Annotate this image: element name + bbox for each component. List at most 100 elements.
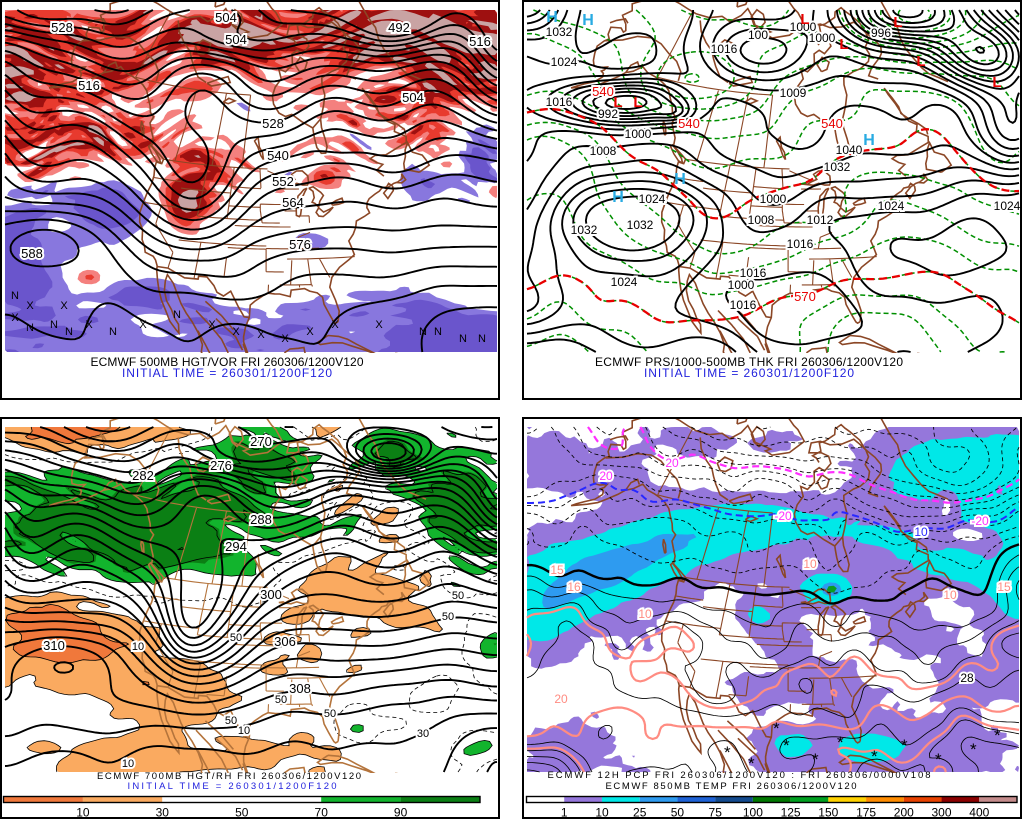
svg-text:X: X xyxy=(375,319,383,331)
svg-text:-20: -20 xyxy=(774,509,792,523)
svg-text:15: 15 xyxy=(997,580,1011,594)
svg-text:200: 200 xyxy=(894,806,914,819)
svg-text:492: 492 xyxy=(388,20,410,35)
svg-text:1: 1 xyxy=(561,806,568,819)
svg-text:ECMWF PRS/1000-500MB THK FRI 2: ECMWF PRS/1000-500MB THK FRI 260306/1200… xyxy=(595,355,903,369)
svg-text:564: 564 xyxy=(282,195,304,210)
svg-text:*: * xyxy=(901,736,908,755)
svg-text:10: 10 xyxy=(595,806,609,819)
svg-text:20: 20 xyxy=(665,456,679,470)
svg-text:1024: 1024 xyxy=(611,275,638,289)
svg-text:1000: 1000 xyxy=(760,192,787,206)
svg-text:992: 992 xyxy=(598,107,618,121)
svg-text:100: 100 xyxy=(743,806,763,819)
svg-text:15: 15 xyxy=(550,563,564,577)
svg-text:150: 150 xyxy=(818,806,838,819)
svg-text:N: N xyxy=(478,333,486,345)
svg-text:70: 70 xyxy=(315,806,329,819)
svg-text:N: N xyxy=(26,322,34,334)
svg-text:1032: 1032 xyxy=(571,223,598,237)
svg-text:1024: 1024 xyxy=(994,199,1021,213)
svg-text:*: * xyxy=(837,733,844,752)
svg-text:X: X xyxy=(331,319,339,331)
svg-text:1008: 1008 xyxy=(590,144,617,158)
svg-text:1040: 1040 xyxy=(836,143,863,157)
svg-text:N: N xyxy=(419,326,427,338)
svg-text:1016: 1016 xyxy=(546,95,573,109)
svg-text:50: 50 xyxy=(225,715,237,727)
svg-text:270: 270 xyxy=(250,434,272,449)
svg-text:INITIAL TIME = 260301/1200F120: INITIAL TIME = 260301/1200F120 xyxy=(122,366,332,380)
svg-text:H: H xyxy=(546,9,558,26)
svg-text:528: 528 xyxy=(51,20,73,35)
svg-text:306: 306 xyxy=(274,634,296,649)
svg-text:N: N xyxy=(109,326,117,338)
svg-text:282: 282 xyxy=(132,468,154,483)
svg-text:125: 125 xyxy=(781,806,801,819)
svg-text:276: 276 xyxy=(210,458,232,473)
svg-text:540: 540 xyxy=(267,148,289,163)
svg-text:INITIAL TIME = 260301/1200F120: INITIAL TIME = 260301/1200F120 xyxy=(644,366,854,380)
svg-text:*: * xyxy=(748,754,755,773)
svg-text:H: H xyxy=(674,171,686,188)
svg-text:504: 504 xyxy=(225,32,247,47)
svg-text:504: 504 xyxy=(402,90,424,105)
svg-text:ECMWF 500MB HGT/VOR FRI 260306: ECMWF 500MB HGT/VOR FRI 260306/1200V120 xyxy=(91,355,364,369)
svg-text:28: 28 xyxy=(960,671,974,685)
svg-text:294: 294 xyxy=(225,539,247,554)
svg-text:10: 10 xyxy=(914,525,928,539)
svg-text:L: L xyxy=(992,74,1001,91)
svg-text:1024: 1024 xyxy=(639,192,666,206)
svg-text:516: 516 xyxy=(469,34,491,49)
svg-text:*: * xyxy=(994,726,1001,745)
svg-text:*: * xyxy=(812,750,819,769)
svg-text:588: 588 xyxy=(21,246,43,261)
svg-text:90: 90 xyxy=(394,806,408,819)
svg-text:ECMWF 12H PCP FRI 260306/1200V: ECMWF 12H PCP FRI 260306/1200V120 : FRI … xyxy=(548,770,931,781)
svg-text:1016: 1016 xyxy=(740,266,767,280)
svg-text:1012: 1012 xyxy=(807,213,834,227)
svg-text:1032: 1032 xyxy=(824,160,851,174)
svg-text:300: 300 xyxy=(931,806,951,819)
svg-text:570: 570 xyxy=(794,289,816,304)
svg-text:400: 400 xyxy=(969,806,989,819)
svg-text:*: * xyxy=(871,747,878,766)
svg-text:*: * xyxy=(773,719,780,738)
svg-text:H: H xyxy=(582,12,594,29)
svg-text:L: L xyxy=(893,14,902,31)
svg-text:50: 50 xyxy=(442,611,454,623)
svg-text:30: 30 xyxy=(156,806,170,819)
svg-text:10: 10 xyxy=(132,641,144,653)
svg-text:L: L xyxy=(633,94,642,111)
svg-text:10: 10 xyxy=(238,725,250,737)
svg-text:1000: 1000 xyxy=(728,278,755,292)
svg-text:X: X xyxy=(281,333,289,345)
svg-text:N: N xyxy=(50,319,58,331)
svg-text:1016: 1016 xyxy=(711,42,738,56)
svg-text:N: N xyxy=(65,326,73,338)
svg-text:H: H xyxy=(612,189,624,206)
svg-text:30: 30 xyxy=(417,728,429,740)
svg-text:516: 516 xyxy=(78,78,100,93)
svg-text:10: 10 xyxy=(76,806,90,819)
svg-text:X: X xyxy=(139,319,147,331)
svg-text:50: 50 xyxy=(275,694,287,706)
svg-text:1000: 1000 xyxy=(809,31,836,45)
svg-text:L: L xyxy=(916,53,925,70)
svg-text:50: 50 xyxy=(235,806,249,819)
svg-text:N: N xyxy=(459,333,467,345)
svg-text:INITIAL TIME = 260301/1200F120: INITIAL TIME = 260301/1200F120 xyxy=(128,781,337,792)
svg-text:*: * xyxy=(783,736,790,755)
svg-text:-20: -20 xyxy=(971,514,989,528)
svg-text:10: 10 xyxy=(638,607,652,621)
svg-text:996: 996 xyxy=(871,26,891,40)
svg-text:X: X xyxy=(232,326,240,338)
svg-text:540: 540 xyxy=(821,116,843,131)
svg-text:576: 576 xyxy=(289,237,311,252)
svg-text:1024: 1024 xyxy=(551,55,578,69)
svg-text:ECMWF 700MB HGT/RH FRI 260306/: ECMWF 700MB HGT/RH FRI 260306/1200V120 xyxy=(97,771,361,782)
svg-text:N: N xyxy=(173,309,181,321)
svg-text:175: 175 xyxy=(856,806,876,819)
svg-text:288: 288 xyxy=(250,512,272,527)
svg-text:20: 20 xyxy=(599,469,613,483)
